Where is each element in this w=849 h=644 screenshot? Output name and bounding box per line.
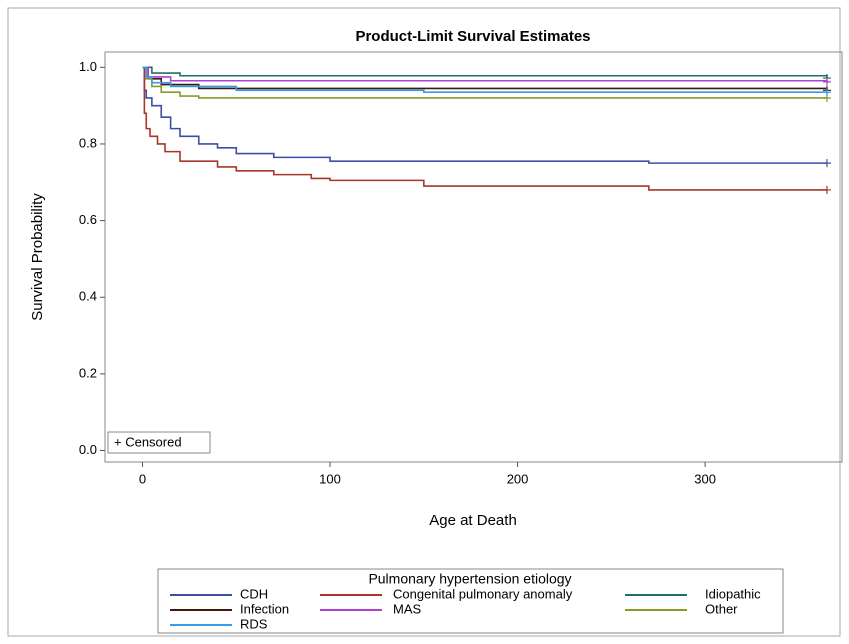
survival-curve [142,66,827,99]
survival-curve [142,66,828,91]
y-tick-label: 0.4 [79,289,97,304]
legend-label: Other [705,601,738,616]
censor-mark [822,77,831,86]
y-tick-label: 0.2 [79,365,97,380]
legend-label: Idiopathic [705,586,761,601]
survival-curve [142,66,828,82]
x-tick-label: 200 [507,471,529,486]
y-tick-label: 0.6 [79,212,97,227]
legend-label: Congenital pulmonary anomaly [393,586,573,601]
x-tick-label: 0 [139,471,146,486]
censor-mark [822,185,831,194]
survival-curve [142,66,827,164]
censor-mark [822,88,831,97]
legend-label: CDH [240,586,268,601]
legend-box [157,568,784,634]
survival-curve [142,66,828,79]
plot-frame [104,51,843,463]
legend-label: MAS [393,601,422,616]
survival-curve [142,66,827,94]
y-tick-label: 1.0 [79,59,97,74]
annotation-box [107,431,211,454]
x-tick-label: 300 [694,471,716,486]
censor-mark [822,159,831,168]
legend-title: Pulmonary hypertension etiology [368,571,571,587]
chart-title: Product-Limit Survival Estimates [355,28,590,45]
x-tick-label: 100 [319,471,341,486]
survival-curve [142,66,827,191]
annotation: + Censored [114,434,182,449]
y-axis-label: Survival Probability [29,193,46,321]
legend-label: RDS [240,616,268,631]
outer-frame [7,7,841,637]
x-axis-label: Age at Death [429,512,517,529]
legend-label: Infection [240,601,289,616]
y-tick-label: 0.0 [79,442,97,457]
y-tick-label: 0.8 [79,135,97,150]
